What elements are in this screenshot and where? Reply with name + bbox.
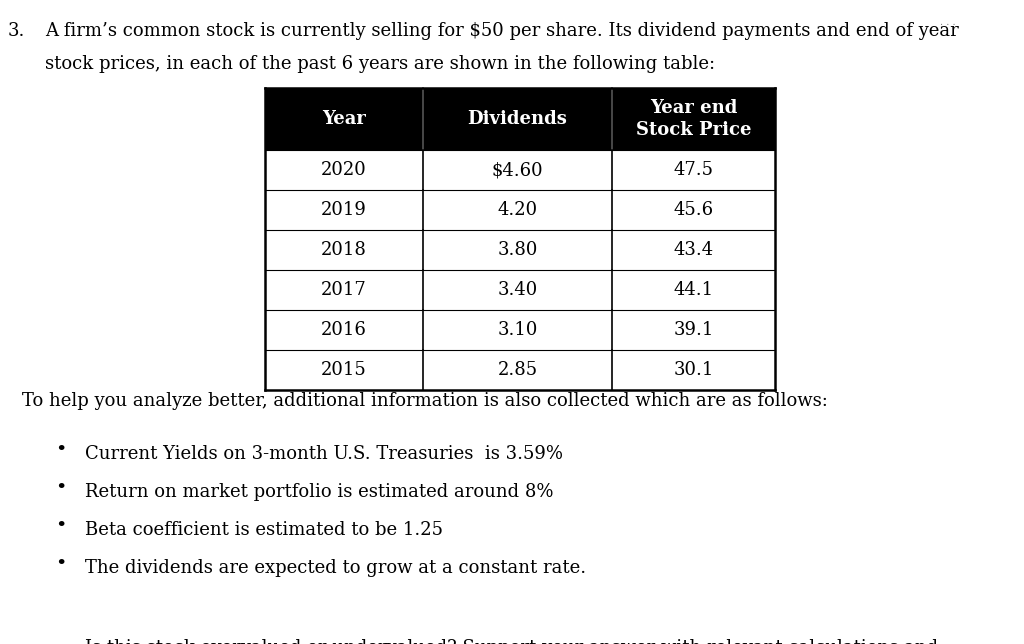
- Bar: [265, 150, 775, 190]
- Text: Year end
Stock Price: Year end Stock Price: [636, 99, 752, 139]
- Text: Current Yields on 3-month U.S. Treasuries  is 3.59%: Current Yields on 3-month U.S. Treasurie…: [85, 445, 563, 463]
- Bar: [265, 230, 775, 270]
- Text: 2.85: 2.85: [498, 361, 538, 379]
- Text: 2016: 2016: [322, 321, 367, 339]
- Text: •: •: [55, 479, 67, 497]
- Text: 2019: 2019: [322, 201, 367, 219]
- Text: 43.4: 43.4: [674, 241, 714, 259]
- Bar: [265, 350, 775, 390]
- Text: Beta coefficient is estimated to be 1.25: Beta coefficient is estimated to be 1.25: [85, 521, 443, 539]
- Text: stock prices, in each of the past 6 years are shown in the following table:: stock prices, in each of the past 6 year…: [45, 55, 715, 73]
- Text: The dividends are expected to grow at a constant rate.: The dividends are expected to grow at a …: [85, 559, 586, 577]
- Text: 45.6: 45.6: [674, 201, 714, 219]
- Text: . . .: . . .: [940, 18, 955, 27]
- Text: 44.1: 44.1: [674, 281, 714, 299]
- Text: 39.1: 39.1: [673, 321, 714, 339]
- Text: $4.60: $4.60: [492, 161, 544, 179]
- Bar: [265, 270, 775, 310]
- Bar: [265, 190, 775, 230]
- Text: 2020: 2020: [322, 161, 367, 179]
- Text: 3.40: 3.40: [498, 281, 538, 299]
- Text: 3.80: 3.80: [498, 241, 538, 259]
- Text: Dividends: Dividends: [468, 110, 567, 128]
- Text: 3.10: 3.10: [498, 321, 538, 339]
- Bar: [265, 310, 775, 350]
- Text: 2015: 2015: [322, 361, 367, 379]
- Text: 3.: 3.: [8, 22, 26, 40]
- Text: Is this stock overvalued or undervalued? Support your answer with relevant calcu: Is this stock overvalued or undervalued?…: [85, 639, 938, 644]
- Text: 47.5: 47.5: [674, 161, 714, 179]
- Text: To help you analyze better, additional information is also collected which are a: To help you analyze better, additional i…: [22, 392, 827, 410]
- Text: A firm’s common stock is currently selling for $50 per share. Its dividend payme: A firm’s common stock is currently selli…: [45, 22, 958, 40]
- Text: •: •: [55, 441, 67, 459]
- Text: •: •: [55, 517, 67, 535]
- Text: 4.20: 4.20: [498, 201, 538, 219]
- Text: •: •: [55, 555, 67, 573]
- Text: 2017: 2017: [322, 281, 367, 299]
- Text: 30.1: 30.1: [673, 361, 714, 379]
- Bar: [265, 88, 775, 150]
- Text: Return on market portfolio is estimated around 8%: Return on market portfolio is estimated …: [85, 483, 554, 501]
- Text: Year: Year: [323, 110, 366, 128]
- Text: 2018: 2018: [322, 241, 367, 259]
